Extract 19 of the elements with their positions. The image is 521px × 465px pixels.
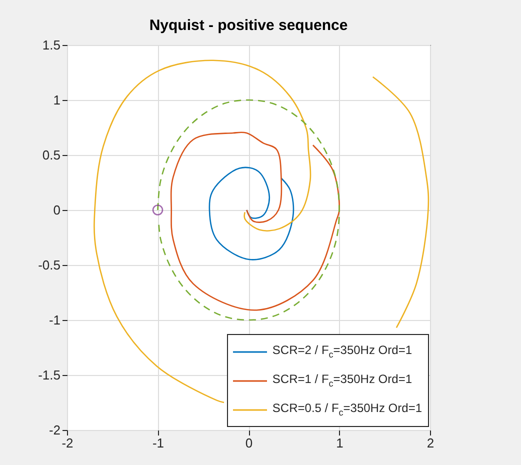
y-tick-label: 0.5 (42, 148, 60, 162)
x-tick-label: 2 (426, 436, 434, 450)
y-tick-label: 0 (53, 202, 60, 218)
y-tick-label: 1 (53, 92, 60, 108)
y-tick-label: -1.5 (38, 368, 60, 382)
legend-label: SCR=1 / F$_{c}$=350Hz Ord=1 (272, 372, 412, 389)
x-tick-label: 0 (245, 436, 253, 450)
legend-label: SCR=0.5 / F$_{c}$=350Hz Ord=1 (272, 401, 422, 418)
y-tick-label: 1.5 (42, 38, 60, 52)
line-series (157, 99, 340, 321)
legend-label: SCR=2 / F$_{c}$=350Hz Ord=1 (272, 343, 412, 360)
y-tick-label: -2 (48, 422, 60, 438)
y-tick-label: -1 (48, 312, 60, 328)
line-series (208, 166, 294, 260)
x-tick-label: -1 (152, 436, 164, 450)
line-series (170, 132, 340, 311)
chart-title: Nyquist - positive sequence (149, 17, 348, 34)
y-tick-label: -0.5 (38, 258, 60, 272)
x-tick-label: 1 (336, 436, 344, 450)
